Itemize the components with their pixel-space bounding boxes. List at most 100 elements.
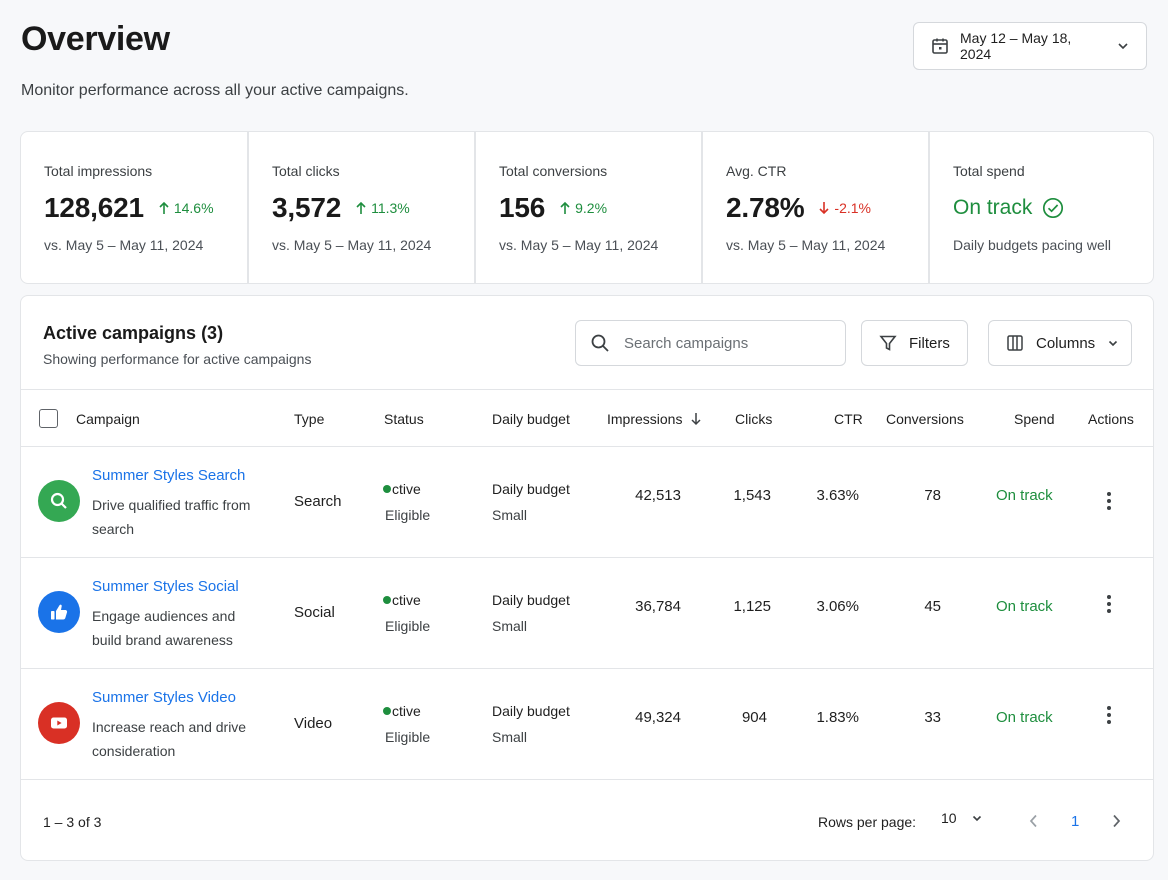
table-subtitle: Showing performance for active campaigns bbox=[43, 351, 312, 367]
spend-status: On track bbox=[996, 709, 1053, 726]
kpi-label: Total conversions bbox=[499, 163, 608, 179]
calendar-icon bbox=[930, 36, 950, 56]
date-range-text: May 12 – May 18, 2024 bbox=[960, 30, 1072, 62]
column-header-status[interactable]: Status bbox=[384, 411, 424, 427]
status-badge: ctive bbox=[383, 703, 421, 719]
campaign-description: Increase reach and drive consideration bbox=[92, 719, 247, 759]
more-actions-icon[interactable] bbox=[1099, 592, 1119, 616]
more-actions-icon[interactable] bbox=[1099, 489, 1119, 513]
video-play-icon bbox=[38, 702, 80, 744]
column-header-clicks[interactable]: Clicks bbox=[735, 411, 773, 427]
kpi-status: On track bbox=[953, 196, 1033, 219]
filters-label: Filters bbox=[909, 334, 950, 352]
ctr-value: 1.83% bbox=[816, 709, 859, 726]
previous-page-button[interactable] bbox=[1025, 812, 1043, 835]
chevron-down-icon bbox=[1116, 39, 1130, 53]
budget-label: Daily budget bbox=[492, 592, 570, 608]
ctr-value: 3.06% bbox=[816, 598, 859, 615]
columns-label: Columns bbox=[1036, 334, 1096, 352]
kpi-label: Avg. CTR bbox=[726, 163, 787, 179]
kpi-card-clicks: Total clicks 3,572 11.3% vs. May 5 – May… bbox=[248, 131, 475, 284]
column-header-conversions[interactable]: Conversions bbox=[886, 411, 964, 427]
kpi-value: 128,621 bbox=[44, 192, 144, 223]
pagination-range: 1 – 3 of 3 bbox=[43, 814, 102, 830]
kpi-card-conversions: Total conversions 156 9.2% vs. May 5 – M… bbox=[475, 131, 702, 284]
spend-status: On track bbox=[996, 598, 1053, 615]
kpi-delta: 9.2% bbox=[559, 200, 607, 216]
search-icon bbox=[590, 333, 610, 353]
status-dot-icon bbox=[383, 485, 391, 493]
column-header-spend[interactable]: Spend bbox=[1014, 411, 1055, 427]
chevron-left-icon bbox=[1029, 814, 1037, 828]
column-header-campaign[interactable]: Campaign bbox=[76, 411, 140, 427]
eligibility-text: Eligible bbox=[385, 618, 431, 634]
table-row[interactable]: Summer Styles Social Engage audiences an… bbox=[21, 558, 1153, 669]
campaign-name-link[interactable]: Summer Styles Social bbox=[92, 578, 239, 595]
budget-size: Small bbox=[492, 729, 528, 745]
arrow-up-icon bbox=[356, 201, 366, 214]
clicks-value: 904 bbox=[741, 709, 767, 726]
chevron-down-icon bbox=[1107, 337, 1119, 349]
kpi-delta-value: -2.1% bbox=[834, 200, 871, 216]
eligibility-text: Eligible bbox=[385, 729, 431, 745]
eligibility-text: Eligible bbox=[385, 507, 431, 523]
spend-status: On track bbox=[996, 487, 1053, 504]
sort-descending-icon bbox=[691, 413, 701, 426]
conversions-value: 45 bbox=[924, 598, 941, 615]
filters-button[interactable]: Filters bbox=[861, 320, 968, 366]
rows-per-page-select[interactable]: 10 bbox=[941, 810, 983, 826]
status-text: ctive bbox=[392, 703, 421, 719]
columns-icon bbox=[1006, 334, 1024, 352]
conversions-value: 78 bbox=[924, 487, 941, 504]
status-dot-icon bbox=[383, 707, 391, 715]
kpi-label: Total spend bbox=[953, 163, 1025, 179]
campaign-name-link[interactable]: Summer Styles Search bbox=[92, 467, 246, 484]
clicks-value: 1,543 bbox=[733, 487, 771, 504]
budget-size: Small bbox=[492, 507, 528, 523]
column-header-type[interactable]: Type bbox=[294, 411, 325, 427]
table-row[interactable]: Summer Styles Video Increase reach and d… bbox=[21, 669, 1153, 780]
more-actions-icon[interactable] bbox=[1099, 703, 1119, 727]
column-header-impressions-label: Impressions bbox=[607, 411, 683, 427]
rows-per-page-label: Rows per page: bbox=[818, 814, 917, 830]
campaign-description: Engage audiences and build brand awarene… bbox=[92, 608, 236, 648]
kpi-compare: vs. May 5 – May 11, 2024 bbox=[272, 237, 432, 253]
ctr-value: 3.63% bbox=[816, 487, 859, 504]
conversions-value: 33 bbox=[924, 709, 941, 726]
budget-label: Daily budget bbox=[492, 481, 570, 497]
next-page-button[interactable] bbox=[1107, 812, 1125, 835]
campaign-name-link[interactable]: Summer Styles Video bbox=[92, 689, 236, 706]
chevron-down-icon bbox=[972, 815, 981, 822]
kpi-value: 156 bbox=[499, 192, 546, 223]
table-row[interactable]: Summer Styles Search Drive qualified tra… bbox=[21, 447, 1153, 558]
select-all-checkbox[interactable] bbox=[39, 409, 58, 428]
kpi-card-impressions: Total impressions 128,621 14.6% vs. May … bbox=[20, 131, 248, 284]
arrow-up-icon bbox=[159, 201, 169, 214]
column-header-ctr[interactable]: CTR bbox=[834, 411, 863, 427]
kpi-label: Total impressions bbox=[44, 163, 153, 179]
kpi-value: 2.78% bbox=[726, 192, 805, 223]
columns-button[interactable]: Columns bbox=[988, 320, 1132, 366]
impressions-value: 49,324 bbox=[635, 709, 681, 726]
campaign-type: Social bbox=[294, 604, 335, 621]
campaigns-table-card: Active campaigns (3) Showing performance… bbox=[20, 295, 1154, 861]
date-range-picker[interactable]: May 12 – May 18, 2024 bbox=[913, 22, 1147, 70]
column-header-actions: Actions bbox=[1088, 411, 1134, 427]
kpi-delta: 11.3% bbox=[355, 200, 410, 216]
search-icon bbox=[38, 480, 80, 522]
kpi-delta: 14.6% bbox=[158, 200, 214, 216]
kpi-row: Total impressions 128,621 14.6% vs. May … bbox=[20, 131, 1154, 284]
arrow-up-icon bbox=[560, 201, 570, 214]
rows-per-page-value: 10 bbox=[941, 810, 957, 826]
column-header-daily-budget[interactable]: Daily budget bbox=[492, 411, 570, 427]
kpi-delta-value: 14.6% bbox=[173, 200, 214, 216]
thumbs-up-icon bbox=[38, 591, 80, 633]
filter-icon bbox=[879, 334, 897, 352]
status-text: ctive bbox=[392, 481, 421, 497]
search-input[interactable] bbox=[624, 334, 831, 352]
column-header-impressions[interactable]: Impressions bbox=[607, 411, 702, 427]
current-page-number[interactable]: 1 bbox=[1071, 813, 1080, 830]
kpi-delta-value: 11.3% bbox=[371, 200, 410, 216]
search-box bbox=[575, 320, 846, 366]
campaign-type: Video bbox=[294, 715, 333, 732]
